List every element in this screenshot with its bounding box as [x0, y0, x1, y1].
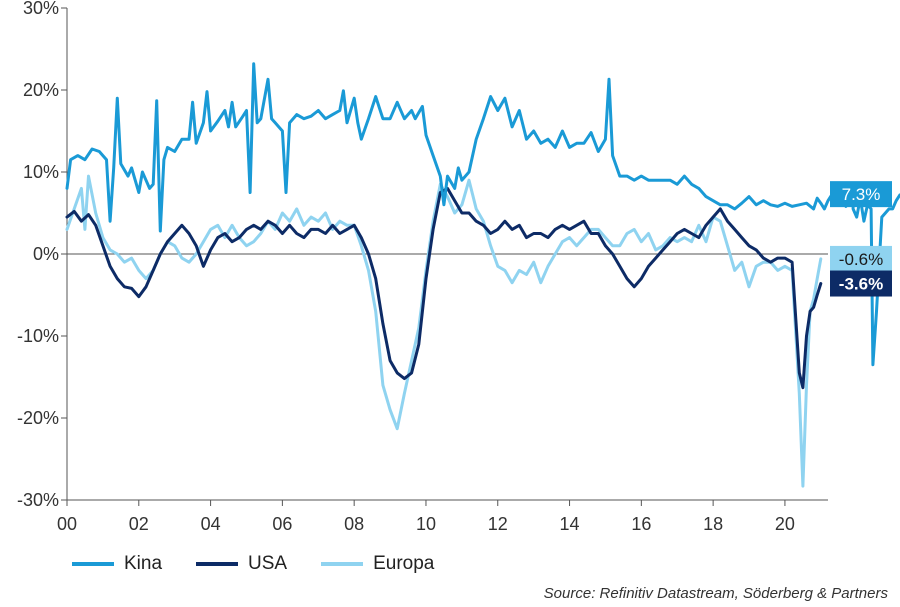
end-label-box: [830, 181, 892, 208]
end-label-kina: 7.3%: [830, 181, 892, 208]
legend-swatch-europa: [321, 562, 364, 566]
y-tick-label: -20%: [17, 408, 59, 428]
end-label-value: -3.6%: [839, 275, 883, 294]
end-labels: 7.3% -0.6% -3.6%: [830, 181, 892, 297]
legend-label: USA: [248, 553, 288, 574]
x-tick-label: 12: [488, 514, 508, 534]
source-note: Source: Refinitiv Datastream, Söderberg …: [543, 585, 888, 602]
y-tick-label: 20%: [23, 80, 59, 100]
legend-item-europa: Europa: [321, 553, 434, 575]
y-tick-label: 0%: [33, 244, 59, 264]
series-layer: [65, 62, 900, 488]
x-tick-label: 06: [272, 514, 292, 534]
x-tick-label: 00: [57, 514, 77, 534]
y-tick-label: 10%: [23, 162, 59, 182]
y-tick-label: 30%: [23, 0, 59, 18]
chart-axes: 30% 20% 10% 0% -10% -20% -30% 00 02 04 06 08 10 12 14 1…: [17, 0, 828, 534]
series-line-europa: [65, 174, 823, 488]
x-tick-label: 02: [129, 514, 149, 534]
x-tick-label: 18: [703, 514, 723, 534]
x-tick-label: 14: [560, 514, 580, 534]
end-label-value: -0.6%: [839, 250, 883, 269]
legend-swatch-kina: [72, 562, 114, 566]
end-label-box: [830, 245, 892, 272]
x-tick-label: 16: [631, 514, 651, 534]
legend-label: Europa: [373, 553, 435, 574]
x-tick-label: 08: [344, 514, 364, 534]
legend-swatch-usa: [196, 562, 239, 566]
series-line-kina: [65, 62, 900, 367]
end-label-value: 7.3%: [842, 185, 881, 204]
end-label-usa: -3.6%: [830, 270, 892, 297]
chart-legend: Kina USA Europa: [72, 553, 468, 575]
y-tick-label: -10%: [17, 326, 59, 346]
legend-item-kina: Kina: [72, 553, 162, 575]
x-tick-label: 04: [201, 514, 221, 534]
y-tick-label: -30%: [17, 490, 59, 510]
end-label-box: [830, 270, 892, 297]
legend-label: Kina: [124, 553, 163, 574]
x-tick-label: 10: [416, 514, 436, 534]
series-line-usa: [65, 186, 823, 390]
legend-item-usa: USA: [196, 553, 287, 575]
end-label-europa: -0.6%: [830, 245, 892, 272]
x-tick-label: 20: [775, 514, 795, 534]
